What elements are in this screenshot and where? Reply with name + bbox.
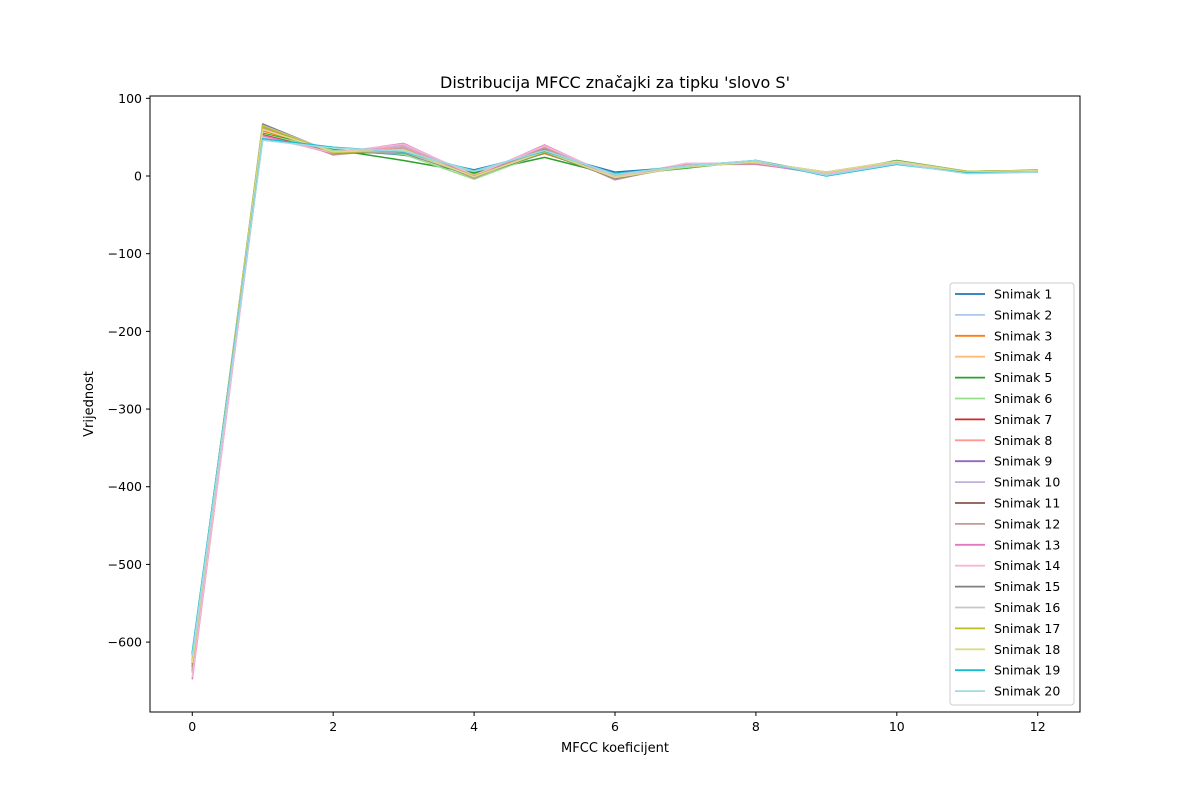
x-tick-label: 8 [752,719,760,734]
legend-entry-label: Snimak 14 [994,558,1060,573]
y-tick-label: −200 [108,324,142,339]
legend-entry-label: Snimak 10 [994,475,1060,490]
legend-entry-label: Snimak 15 [994,579,1060,594]
x-axis-label: MFCC koeficijent [561,741,669,756]
series-lines [191,123,1038,680]
x-tick-label: 12 [1030,719,1046,734]
legend-box [949,282,1075,706]
y-axis-label: Vrijednost [82,371,97,437]
y-axis-ticks: 100 0 −100 −200 −300 −400 −500 −600 [108,91,150,650]
y-tick-label: −500 [108,557,142,572]
legend-entry-label: Snimak 18 [994,642,1060,657]
legend-entry-label: Snimak 12 [994,516,1060,531]
legend-entry-label: Snimak 20 [994,684,1060,699]
legend-entry-label: Snimak 4 [994,349,1052,364]
x-tick-label: 6 [611,719,619,734]
y-tick-label: −100 [108,246,142,261]
series-line-snimak-20 [191,139,1038,657]
x-tick-label: 2 [329,719,337,734]
legend-entry-label: Snimak 19 [994,663,1060,678]
y-tick-label: 100 [118,91,142,106]
x-tick-label: 4 [470,719,478,734]
legend-entry-label: Snimak 8 [994,433,1052,448]
legend-entry-label: Snimak 3 [994,328,1052,343]
plot-area: 0 2 4 6 8 10 12 100 0 −100 −200 −300 −400 −500 −600 [108,91,1081,734]
y-tick-label: −600 [108,635,142,650]
series-line-snimak-18 [191,128,1038,664]
legend-entry-label: Snimak 11 [994,496,1060,511]
legend-entry-label: Snimak 9 [994,454,1052,469]
chart-title: Distribucija MFCC značajki za tipku 'slo… [440,73,790,92]
legend-entry-label: Snimak 2 [994,307,1052,322]
legend-entry-label: Snimak 5 [994,370,1052,385]
legend-entry-label: Snimak 16 [994,600,1060,615]
y-tick-label: −400 [108,479,142,494]
legend-entry-label: Snimak 7 [994,412,1052,427]
y-tick-label: 0 [134,169,142,184]
x-tick-label: 0 [188,719,196,734]
y-tick-label: −300 [108,402,142,417]
x-axis-ticks: 0 2 4 6 8 10 12 [188,712,1046,734]
legend-entry-label: Snimak 13 [994,537,1060,552]
x-tick-label: 10 [889,719,905,734]
plot-background [150,96,1080,712]
legend: Snimak 1 Snimak 2 Snimak 3 Snimak 4 Snimak 5… [949,282,1075,706]
legend-entry-label: Snimak 1 [994,287,1052,302]
legend-entry-label: Snimak 17 [994,621,1060,636]
legend-entry-label: Snimak 6 [994,391,1052,406]
